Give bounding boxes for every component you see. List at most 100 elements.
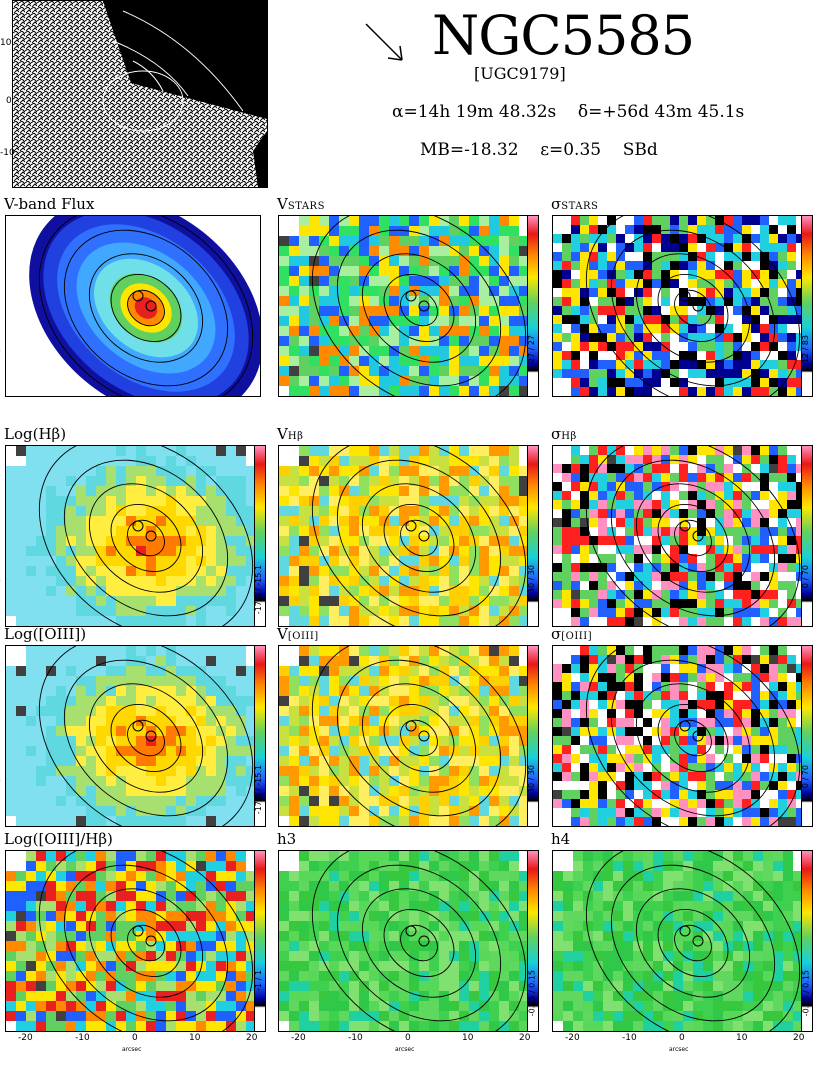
panel-sighb: σHβ 0 / 70 <box>547 425 813 630</box>
panel-voiii: V[OIII] -30 / 30 <box>273 625 539 830</box>
map-image <box>5 445 261 627</box>
map-svg <box>6 216 260 396</box>
colorbar <box>527 445 539 627</box>
map-image <box>552 215 808 397</box>
reference-image <box>12 0 268 188</box>
colorbar <box>254 445 266 627</box>
ytick-label: -10 <box>0 777 1 787</box>
map-image <box>5 850 261 1032</box>
galaxy-name: NGC5585 <box>432 4 695 67</box>
map-svg <box>553 216 807 396</box>
panel-title: σHβ <box>551 425 577 446</box>
panel-h4: h4 -0.15 / 0.15 -20 -10 0 10 20 arcsec <box>547 830 813 1053</box>
ytick-label: -10 <box>0 347 1 357</box>
map-svg <box>279 646 533 826</box>
map-svg <box>553 646 807 826</box>
panel-title-main: σ <box>551 625 562 643</box>
panel-title: Log([OIII]) <box>4 625 86 643</box>
colorbar <box>527 215 539 397</box>
colorbar <box>801 645 813 827</box>
panel-logoiii: Log([OIII])-17.9 / -15.1100-10arcsec <box>0 625 266 830</box>
panel-sigoiii: σ[OIII] 0 / 70 <box>547 625 813 830</box>
map-image <box>278 645 534 827</box>
panel-title: Log([OIII]/Hβ) <box>4 830 113 848</box>
map-image <box>552 445 808 627</box>
panel-title-subscript: STARS <box>287 201 325 212</box>
panel-title: V[OIII] <box>277 625 319 646</box>
map-svg <box>553 446 807 626</box>
panel-title-main: Log(Hβ) <box>4 425 67 443</box>
colorbar-range: -27 / 27 <box>527 335 536 367</box>
thumb-ytick-10: 10 <box>0 38 12 48</box>
panel-title-main: σ <box>551 195 562 213</box>
thumb-ytick-0: 0 <box>6 96 12 106</box>
map-svg <box>279 216 533 396</box>
panel-title: Log(Hβ) <box>4 425 66 443</box>
xtick-label: 20 <box>519 1033 531 1043</box>
ytick-label: -10 <box>0 982 1 992</box>
colorbar-range: -17.9 / -15.1 <box>254 565 263 615</box>
x-axis-label: arcsec <box>669 1046 689 1053</box>
panel-title-subscript: STARS <box>561 201 599 212</box>
panel-title: VHβ <box>277 425 303 446</box>
map-svg <box>279 446 533 626</box>
x-axis-label: arcsec <box>395 1046 415 1053</box>
xtick-label: 0 <box>679 1033 685 1043</box>
colorbar-range: -30 / 30 <box>527 765 536 797</box>
xtick-label: -20 <box>18 1033 33 1043</box>
colorbar <box>527 850 539 1032</box>
x-axis-label: arcsec <box>122 1046 142 1053</box>
map-image <box>278 445 534 627</box>
galaxy-properties: MB=-18.32 ε=0.35 SBd <box>420 140 658 160</box>
map-image <box>552 645 808 827</box>
morphological-type: SBd <box>622 140 658 160</box>
panel-h3: h3 -0.15 / 0.15 -20 -10 0 10 20 arcsec <box>273 830 539 1053</box>
map-svg <box>279 851 533 1031</box>
declination: δ=+56d 43m 45.1s <box>577 102 745 122</box>
panel-title-main: σ <box>551 425 562 443</box>
xtick-label: -10 <box>75 1033 90 1043</box>
colorbar-range: -17.9 / -15.1 <box>254 765 263 815</box>
xtick-label: -20 <box>291 1033 306 1043</box>
panel-title-main: V <box>277 625 288 643</box>
map-svg <box>6 446 260 626</box>
xtick-label: 10 <box>736 1033 748 1043</box>
map-image <box>5 645 261 827</box>
xtick-label: -10 <box>348 1033 363 1043</box>
panel-vhb: VHβ -30 / 30 <box>273 425 539 630</box>
north-arrow-icon <box>365 23 403 61</box>
colorbar-range: -0.15 / 0.15 <box>801 970 810 1017</box>
xtick-label: -20 <box>565 1033 580 1043</box>
colorbar <box>254 645 266 827</box>
panel-title-main: Log([OIII]) <box>4 625 87 643</box>
colorbar <box>527 645 539 827</box>
panel-title-main: Log([OIII]/Hβ) <box>4 830 113 848</box>
panel-title-main: h3 <box>277 830 297 848</box>
panel-title-main: V <box>277 195 288 213</box>
map-image <box>278 850 534 1032</box>
colorbar-range: 12 / 83 <box>801 335 810 364</box>
map-image <box>278 215 534 397</box>
xtick-label: 10 <box>189 1033 201 1043</box>
colorbar <box>801 445 813 627</box>
panel-title: VSTARS <box>277 195 325 216</box>
catalog-id: [UGC9179] <box>474 64 566 83</box>
panel-title-subscript: Hβ <box>561 431 577 442</box>
panel-ratio: Log([OIII]/Hβ)-1 / 1100-10arcsec-20-1001… <box>0 830 266 1053</box>
panel-title: σ[OIII] <box>551 625 592 646</box>
map-svg <box>6 851 260 1031</box>
panel-loghb: Log(Hβ)-17.9 / -15.1100-10arcsec <box>0 425 266 630</box>
panel-vband: V-band Flux100-10arcsec <box>0 195 264 400</box>
colorbar-range: -0.15 / 0.15 <box>527 970 536 1017</box>
colorbar-range: -1 / 1 <box>254 970 263 991</box>
colorbar <box>801 850 813 1032</box>
panel-title-main: h4 <box>551 830 571 848</box>
panel-title-subscript: [OIII] <box>561 631 593 642</box>
coordinates: α=14h 19m 48.32s δ=+56d 43m 45.1s <box>392 102 744 122</box>
panel-title-subscript: [OIII] <box>287 631 319 642</box>
map-svg <box>6 646 260 826</box>
panel-sigstars: σSTARS 12 / 83 <box>547 195 813 400</box>
colorbar-range: 0 / 70 <box>801 565 810 589</box>
xtick-label: 10 <box>462 1033 474 1043</box>
colorbar <box>801 215 813 397</box>
